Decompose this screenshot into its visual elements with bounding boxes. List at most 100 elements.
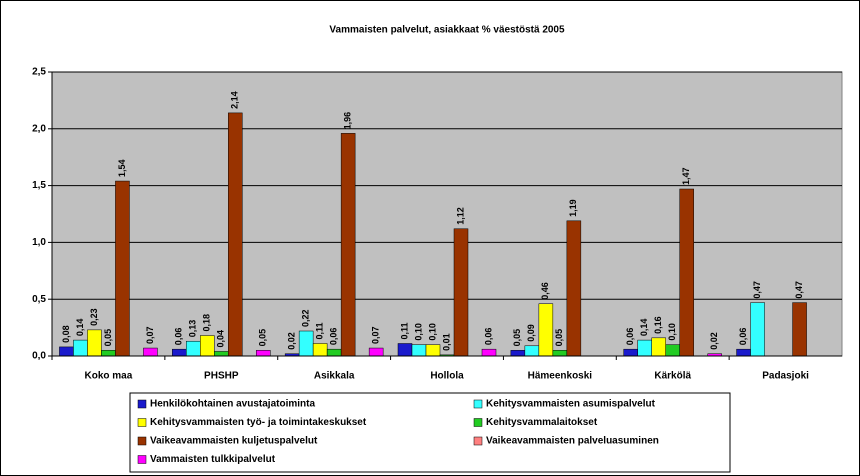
bar <box>411 344 427 357</box>
bar <box>87 329 102 357</box>
value-label: 0,01 <box>441 333 451 351</box>
x-tick-label: Koko maa <box>85 371 133 382</box>
bar <box>172 348 187 357</box>
value-label: 0,06 <box>174 328 184 346</box>
value-label: 1,19 <box>568 199 578 217</box>
value-label: 0,46 <box>540 282 550 300</box>
bar <box>368 347 384 357</box>
value-label: 0,47 <box>794 281 804 299</box>
value-label: 0,16 <box>653 316 663 334</box>
bar <box>453 228 469 357</box>
x-tick-label: Padasjoki <box>762 371 809 382</box>
bar <box>228 112 243 357</box>
legend-swatch <box>137 418 147 427</box>
legend-swatch <box>473 418 483 427</box>
y-tick-label: 0,5 <box>32 294 46 305</box>
bar <box>524 345 540 357</box>
bar <box>59 346 74 357</box>
bar <box>566 220 582 357</box>
bar <box>143 347 158 357</box>
bar <box>256 350 271 357</box>
value-label: 0,05 <box>103 329 113 347</box>
bar <box>312 343 328 357</box>
bar <box>326 348 342 357</box>
bar <box>679 188 694 357</box>
legend-label: Vaikeavammaisten palveluasuminen <box>486 436 659 447</box>
bar <box>186 340 201 357</box>
bar <box>736 348 751 357</box>
value-label: 0,23 <box>89 308 99 326</box>
bar <box>538 303 554 357</box>
value-label: 0,18 <box>202 314 212 332</box>
y-tick-label: 2,0 <box>32 123 46 134</box>
bar <box>340 133 356 357</box>
value-label: 0,10 <box>667 323 677 341</box>
value-label: 0,08 <box>61 325 71 343</box>
value-label: 0,10 <box>427 323 437 341</box>
bar <box>200 335 215 357</box>
value-label: 0,05 <box>512 329 522 347</box>
legend-label: Kehitysvammaisten asumispalvelut <box>486 399 656 410</box>
bar <box>101 350 116 357</box>
legend-label: Kehitysvammalaitokset <box>486 417 598 428</box>
x-tick-label: Hollola <box>430 371 464 382</box>
legend-swatch <box>473 399 483 409</box>
value-label: 0,11 <box>315 322 325 339</box>
value-label: 1,54 <box>117 160 127 178</box>
bar <box>214 351 229 357</box>
legend-swatch <box>137 399 147 409</box>
bar <box>481 348 497 357</box>
y-tick-label: 0,0 <box>32 351 46 362</box>
value-label: 0,14 <box>639 319 649 337</box>
value-label: 0,06 <box>329 328 339 346</box>
bar <box>115 180 130 357</box>
bar <box>425 344 441 357</box>
bar <box>637 339 652 357</box>
bar <box>623 348 638 357</box>
x-tick-label: Hämeenkoski <box>528 371 593 382</box>
y-tick-label: 1,5 <box>32 180 46 191</box>
bar <box>510 350 526 357</box>
value-label: 0,07 <box>145 327 155 345</box>
x-tick-label: PHSHP <box>204 371 239 382</box>
value-label: 0,10 <box>413 323 423 341</box>
value-label: 1,47 <box>681 167 691 185</box>
value-label: 0,06 <box>625 328 635 346</box>
legend-swatch <box>473 436 483 446</box>
value-label: 0,47 <box>752 281 762 299</box>
legend-swatch <box>137 436 147 446</box>
x-tick-label: Asikkala <box>314 371 355 382</box>
value-label: 0,09 <box>526 324 536 342</box>
value-label: 0,11 <box>399 322 409 339</box>
value-label: 0,14 <box>75 319 85 337</box>
value-label: 0,02 <box>709 332 719 350</box>
chart-title: Vammaisten palvelut, asiakkaat % väestös… <box>329 25 565 36</box>
value-label: 0,06 <box>483 328 493 346</box>
legend <box>129 392 731 473</box>
value-label: 2,14 <box>230 91 240 109</box>
bar <box>552 350 568 357</box>
bar <box>750 302 765 357</box>
legend-label: Vammaisten tulkkipalvelut <box>150 454 276 465</box>
legend-label: Vaikeavammaisten kuljetuspalvelut <box>150 436 318 447</box>
plot-area <box>51 71 843 357</box>
legend-label: Henkilökohtainen avustajatoiminta <box>150 399 315 410</box>
y-tick-label: 1,0 <box>32 237 46 248</box>
bar <box>665 344 680 357</box>
value-label: 1,12 <box>455 207 465 225</box>
bar <box>651 337 666 357</box>
value-label: 0,04 <box>216 330 226 348</box>
value-label: 0,05 <box>554 329 564 347</box>
value-label: 0,22 <box>301 309 311 327</box>
value-label: 0,05 <box>258 329 268 347</box>
value-label: 0,06 <box>738 328 748 346</box>
value-label: 1,96 <box>343 112 353 130</box>
bar <box>397 343 413 357</box>
x-tick-label: Kärkölä <box>654 371 691 382</box>
bar <box>792 302 807 357</box>
legend-swatch <box>137 455 147 464</box>
legend-label: Kehitysvammaisten työ- ja toimintakeskuk… <box>150 417 367 428</box>
value-label: 0,13 <box>188 320 198 338</box>
y-tick-label: 2,5 <box>32 67 46 78</box>
